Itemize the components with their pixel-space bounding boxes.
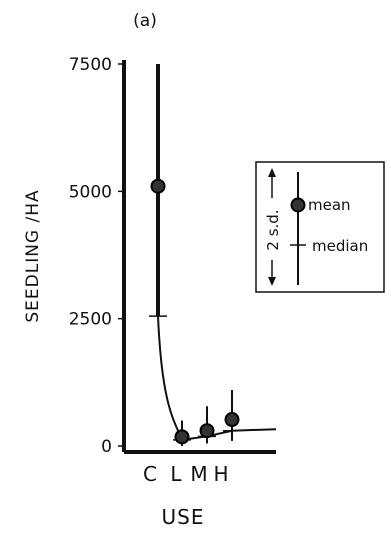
x-tick-label: L <box>170 462 182 486</box>
x-tick-label: C <box>143 462 157 486</box>
legend-mean-marker <box>290 197 306 213</box>
legend-sd-arrow-down-icon <box>268 277 276 286</box>
x-axis-label: USE <box>162 505 205 529</box>
y-tick-label: 0 <box>101 437 112 457</box>
mean-marker <box>224 412 240 428</box>
legend-box <box>255 161 385 293</box>
median-line <box>157 316 277 441</box>
mean-marker <box>174 429 190 445</box>
legend-mean-label: mean <box>308 196 351 214</box>
legend-sd-label: 2 s.d. <box>264 209 282 250</box>
x-tick-label: M <box>190 462 207 486</box>
y-axis-label: SEEDLING /HA <box>23 189 43 322</box>
legend-sd-arrow-up-icon <box>268 168 276 177</box>
plot-marks <box>149 64 277 446</box>
y-tick-label: 2500 <box>69 310 112 330</box>
y-tick-label: 7500 <box>69 55 112 75</box>
legend-median-label: median <box>312 237 368 255</box>
y-tick-label: 5000 <box>69 182 112 202</box>
panel-label: (a) <box>133 11 157 31</box>
mean-marker <box>199 423 215 439</box>
legend: mean median 2 s.d. <box>255 161 385 293</box>
y-ticks: 0 2500 5000 7500 <box>69 55 124 457</box>
mean-marker <box>150 178 166 194</box>
x-tick-label: H <box>213 462 228 486</box>
